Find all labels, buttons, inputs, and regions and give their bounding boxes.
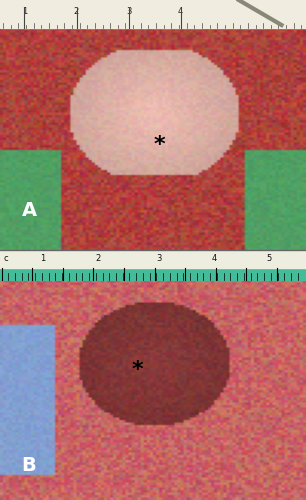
Text: c: c [4,254,9,263]
Text: 4: 4 [211,254,217,263]
Text: 2: 2 [74,6,79,16]
Text: 3: 3 [126,6,131,16]
Bar [0,250,306,280]
Text: B: B [21,456,36,475]
Text: 3: 3 [156,254,162,263]
Text: *: * [153,135,165,155]
Bar [0,0,306,28]
Bar [0,250,306,268]
Text: 1: 1 [22,6,27,16]
Text: 5: 5 [267,254,272,263]
Text: 4: 4 [178,6,183,16]
Text: 1: 1 [40,254,46,263]
Text: 2: 2 [95,254,101,263]
Text: A: A [21,201,36,220]
Text: *: * [132,360,144,380]
